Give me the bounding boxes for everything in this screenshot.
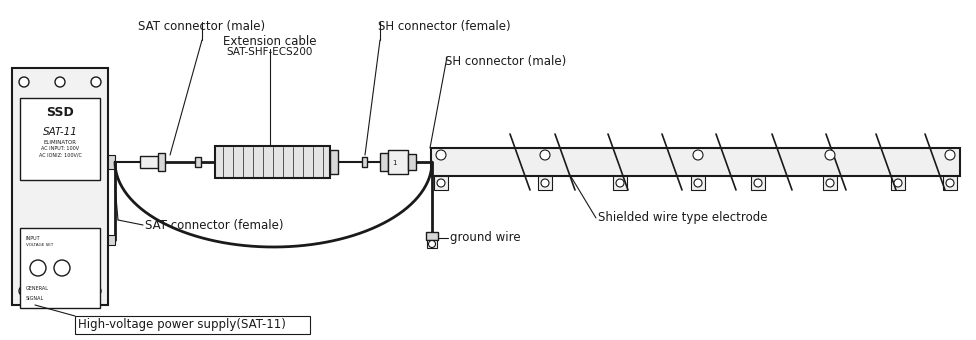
Bar xyxy=(20,98,100,180)
Circle shape xyxy=(437,179,445,187)
Circle shape xyxy=(30,260,46,276)
Circle shape xyxy=(54,260,70,276)
Bar xyxy=(215,146,330,178)
Text: SIGNAL: SIGNAL xyxy=(26,296,44,301)
Bar xyxy=(388,150,408,174)
Text: SSD: SSD xyxy=(46,106,74,119)
Bar xyxy=(140,156,158,168)
Text: SH connector (female): SH connector (female) xyxy=(378,20,510,33)
Circle shape xyxy=(91,77,101,87)
Circle shape xyxy=(616,179,624,187)
Text: SAT connector (female): SAT connector (female) xyxy=(145,219,283,232)
Bar xyxy=(75,316,310,334)
Bar xyxy=(108,235,115,245)
Circle shape xyxy=(694,179,702,187)
Text: ELIMINATOR: ELIMINATOR xyxy=(44,139,76,144)
Text: Extension cable: Extension cable xyxy=(224,35,317,48)
Text: SAT connector (male): SAT connector (male) xyxy=(139,20,265,33)
Text: SAT-11: SAT-11 xyxy=(43,127,77,137)
Bar xyxy=(427,240,437,248)
Bar xyxy=(434,176,448,190)
Text: AC IONIZ: 100V/C: AC IONIZ: 100V/C xyxy=(39,153,81,157)
Bar xyxy=(891,176,905,190)
Bar xyxy=(20,228,100,308)
Text: INPUT: INPUT xyxy=(26,236,41,241)
Text: GENERAL: GENERAL xyxy=(26,286,49,291)
Text: AC INPUT: 100V: AC INPUT: 100V xyxy=(41,147,79,152)
Bar xyxy=(538,176,552,190)
Circle shape xyxy=(946,179,954,187)
Circle shape xyxy=(55,77,65,87)
Circle shape xyxy=(945,150,955,160)
Bar xyxy=(158,153,165,171)
Text: High-voltage power supply(SAT-11): High-voltage power supply(SAT-11) xyxy=(78,318,286,331)
Text: Shielded wire type electrode: Shielded wire type electrode xyxy=(598,211,767,224)
Bar xyxy=(613,176,627,190)
Bar xyxy=(408,154,416,170)
Bar xyxy=(691,176,705,190)
Circle shape xyxy=(894,179,902,187)
Circle shape xyxy=(436,150,446,160)
Circle shape xyxy=(825,150,835,160)
Circle shape xyxy=(91,286,101,296)
Bar xyxy=(426,232,438,240)
Circle shape xyxy=(540,150,550,160)
Bar xyxy=(431,148,960,176)
Circle shape xyxy=(19,77,29,87)
Circle shape xyxy=(19,286,29,296)
Bar xyxy=(108,155,115,169)
Bar xyxy=(195,157,201,167)
Bar xyxy=(362,157,367,167)
Circle shape xyxy=(754,179,762,187)
Bar xyxy=(12,68,108,305)
Circle shape xyxy=(541,179,549,187)
Text: 1: 1 xyxy=(391,160,396,166)
Circle shape xyxy=(428,240,435,248)
Circle shape xyxy=(693,150,703,160)
Text: SAT-SHF-ECS200: SAT-SHF-ECS200 xyxy=(226,47,313,57)
Bar xyxy=(943,176,957,190)
Text: VOLTAGE SET: VOLTAGE SET xyxy=(26,243,54,247)
Bar xyxy=(380,153,388,171)
Bar xyxy=(823,176,837,190)
Text: SH connector (male): SH connector (male) xyxy=(445,55,566,68)
Bar xyxy=(330,150,338,174)
Circle shape xyxy=(826,179,834,187)
Text: ground wire: ground wire xyxy=(450,232,520,244)
Bar xyxy=(751,176,765,190)
